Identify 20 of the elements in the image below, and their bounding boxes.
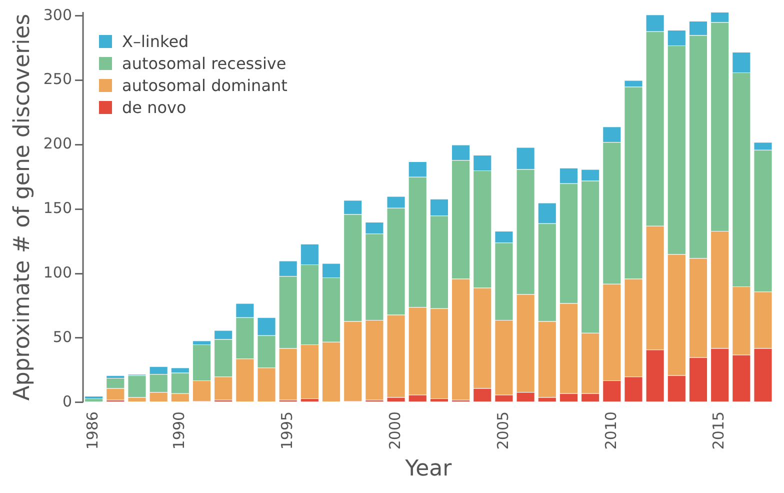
y-tick-label: 200: [43, 134, 72, 153]
y-axis-title: Approximate # of gene discoveries: [10, 14, 35, 401]
legend-label: de novo: [122, 98, 186, 117]
x-tick-label: 2005: [494, 411, 512, 450]
x-tick-label: 1995: [278, 411, 296, 450]
x-tick-label: 2015: [710, 411, 728, 450]
y-tick-label: 300: [43, 6, 72, 24]
legend-label: X–linked: [122, 32, 189, 51]
x-tick-label: 2000: [386, 411, 404, 450]
legend-label: autosomal dominant: [122, 76, 288, 95]
x-tick-label: 1990: [170, 411, 188, 450]
y-tick-label: 150: [43, 199, 72, 218]
y-tick-label: 250: [43, 70, 72, 88]
y-tick-label: 100: [43, 263, 72, 282]
y-tick-label: 0: [62, 392, 72, 410]
y-tick-label: 50: [52, 328, 72, 346]
x-tick-label: 2010: [602, 411, 620, 450]
x-axis-title: Year: [404, 456, 453, 482]
legend-label: autosomal recessive: [122, 54, 286, 73]
x-tick-label: 1986: [84, 411, 102, 450]
